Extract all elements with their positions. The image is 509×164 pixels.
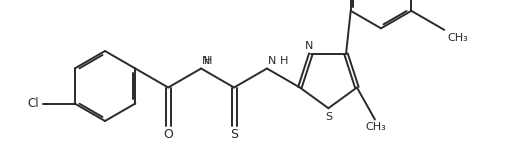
Text: S: S	[325, 112, 332, 122]
Text: N: N	[268, 57, 276, 66]
Text: N: N	[202, 57, 211, 66]
Text: N: N	[304, 41, 313, 51]
Text: CH₃: CH₃	[365, 123, 386, 133]
Text: H: H	[280, 57, 288, 66]
Text: S: S	[230, 129, 238, 142]
Text: Cl: Cl	[27, 97, 39, 110]
Text: CH₃: CH₃	[447, 33, 468, 43]
Text: O: O	[163, 129, 173, 142]
Text: H: H	[204, 57, 212, 66]
